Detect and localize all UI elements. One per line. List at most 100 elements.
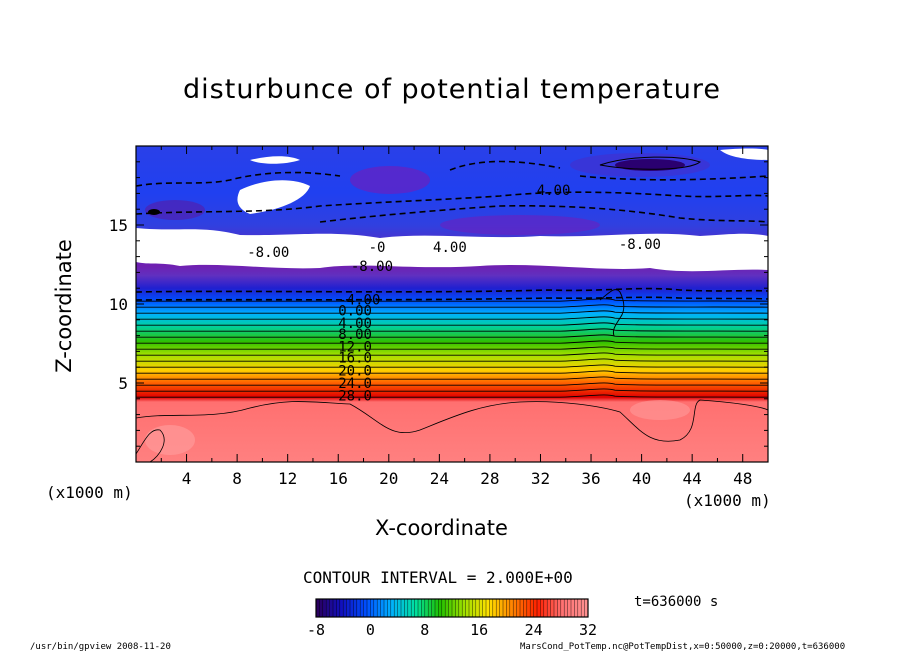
contour-line	[136, 310, 768, 314]
contour-label: 0.00	[338, 303, 372, 319]
colorbar-cell	[533, 599, 538, 617]
colorbar-tick-label: -8	[307, 621, 325, 639]
contour-label: 4.00	[433, 240, 467, 256]
contour-line	[136, 388, 768, 392]
contour-label: -4.00	[338, 292, 380, 308]
field-blotch	[615, 159, 685, 171]
colorbar-cell	[540, 599, 544, 617]
colorbar-cell	[543, 599, 548, 617]
contour-line	[136, 370, 768, 374]
colorbar-cell	[472, 599, 476, 617]
colorbar-cell	[390, 599, 395, 617]
colorbar-cell	[431, 599, 436, 617]
contour-label: 28.0	[338, 389, 372, 405]
colorbar-cell	[475, 599, 480, 617]
contour-line	[136, 382, 768, 386]
contour-line	[136, 399, 768, 442]
colorbar-cell	[557, 599, 561, 617]
field-blotch	[148, 209, 160, 215]
x-tick-label: 16	[329, 469, 348, 488]
colorbar-cell	[401, 599, 405, 617]
colorbar-cell	[469, 599, 473, 617]
z-tick-label: 5	[118, 374, 128, 393]
colorbar-cell	[458, 599, 463, 617]
x-tick-label: 20	[379, 469, 398, 488]
negative-contours	[136, 160, 768, 301]
contour-line	[136, 334, 768, 338]
colorbar-cell	[445, 599, 449, 617]
contour-label: 8.00	[338, 327, 372, 343]
colorbar-cell	[550, 599, 555, 617]
colorbar-tick-label: 16	[470, 621, 488, 639]
contour-label: -8.00	[351, 259, 393, 275]
contour-line	[579, 175, 768, 181]
colorbar-cell	[356, 599, 361, 617]
colorbar-cell	[503, 599, 507, 617]
undershoot-patch	[250, 156, 300, 164]
undershoot-band	[136, 228, 768, 272]
colorbar-cell	[479, 599, 483, 617]
x-tick-label: 44	[683, 469, 702, 488]
x-unit-label-right: (x1000 m)	[684, 491, 771, 510]
x-tick-label: 40	[632, 469, 651, 488]
colorbar-cell	[336, 599, 340, 617]
colorbar-cell	[574, 599, 578, 617]
colorbar-cell	[448, 599, 453, 617]
colorbar-cell	[486, 599, 490, 617]
x-tick-label: 36	[581, 469, 600, 488]
x-tick-label: 12	[278, 469, 297, 488]
x-tick-label: 48	[733, 469, 752, 488]
z-tick-label: 15	[109, 216, 128, 235]
contour-line	[136, 346, 768, 350]
colorbar-tick-label: 0	[366, 621, 375, 639]
colorbar-cell	[509, 599, 514, 617]
contour-line	[136, 340, 768, 344]
field-blotch	[145, 200, 205, 220]
colorbar-cell	[377, 599, 381, 617]
colorbar-cell	[560, 599, 565, 617]
colorbar-cell	[424, 599, 429, 617]
lower-contours	[136, 399, 768, 462]
colorbar-cell	[353, 599, 357, 617]
contour-line	[136, 304, 768, 308]
colorbar-cell	[322, 599, 327, 617]
z-tick-labels: 5 10 15	[109, 216, 128, 393]
colorbar-cell	[397, 599, 402, 617]
x-tick-labels: 4 8 12 16 20 24 28 32 36 40 44 48	[182, 469, 753, 488]
contour-line	[319, 205, 768, 223]
colorbar-cell	[506, 599, 510, 617]
contour-label: 16.0	[338, 351, 372, 367]
contour-label: 24.0	[338, 376, 372, 392]
x-tick-label: 28	[480, 469, 499, 488]
contour-line	[136, 352, 768, 356]
colorbar-cell	[530, 599, 534, 617]
colorbar-tick-label: 8	[420, 621, 429, 639]
contour-line	[136, 376, 768, 380]
colorbar-cell	[462, 599, 466, 617]
contour-line	[136, 171, 341, 187]
x-tick-label: 32	[531, 469, 550, 488]
y-axis-label: Z-coordinate	[51, 239, 76, 373]
colorbar-cell	[384, 599, 388, 617]
colorbar-cell	[581, 599, 585, 617]
colorbar-cell	[343, 599, 347, 617]
contour-line	[136, 328, 768, 332]
contour-label: 20.0	[338, 363, 372, 379]
colorbar	[315, 599, 589, 617]
contour-line	[449, 160, 561, 171]
colorbar-cell	[499, 599, 504, 617]
contour-interval: CONTOUR INTERVAL = 2.000E+00	[303, 568, 573, 587]
contour-label: -8.00	[247, 245, 289, 261]
colorbar-cell	[452, 599, 456, 617]
colorbar-cell	[526, 599, 531, 617]
colorbar-cell	[370, 599, 374, 617]
colorbar-cell	[482, 599, 487, 617]
field-blotch	[630, 400, 690, 420]
colorbar-cell	[394, 599, 398, 617]
bump-contour	[599, 289, 625, 337]
colorbar-cell	[367, 599, 371, 617]
colorbar-cell	[567, 599, 572, 617]
colorbar-cell	[316, 599, 320, 617]
colorbar-frame	[315, 598, 589, 618]
